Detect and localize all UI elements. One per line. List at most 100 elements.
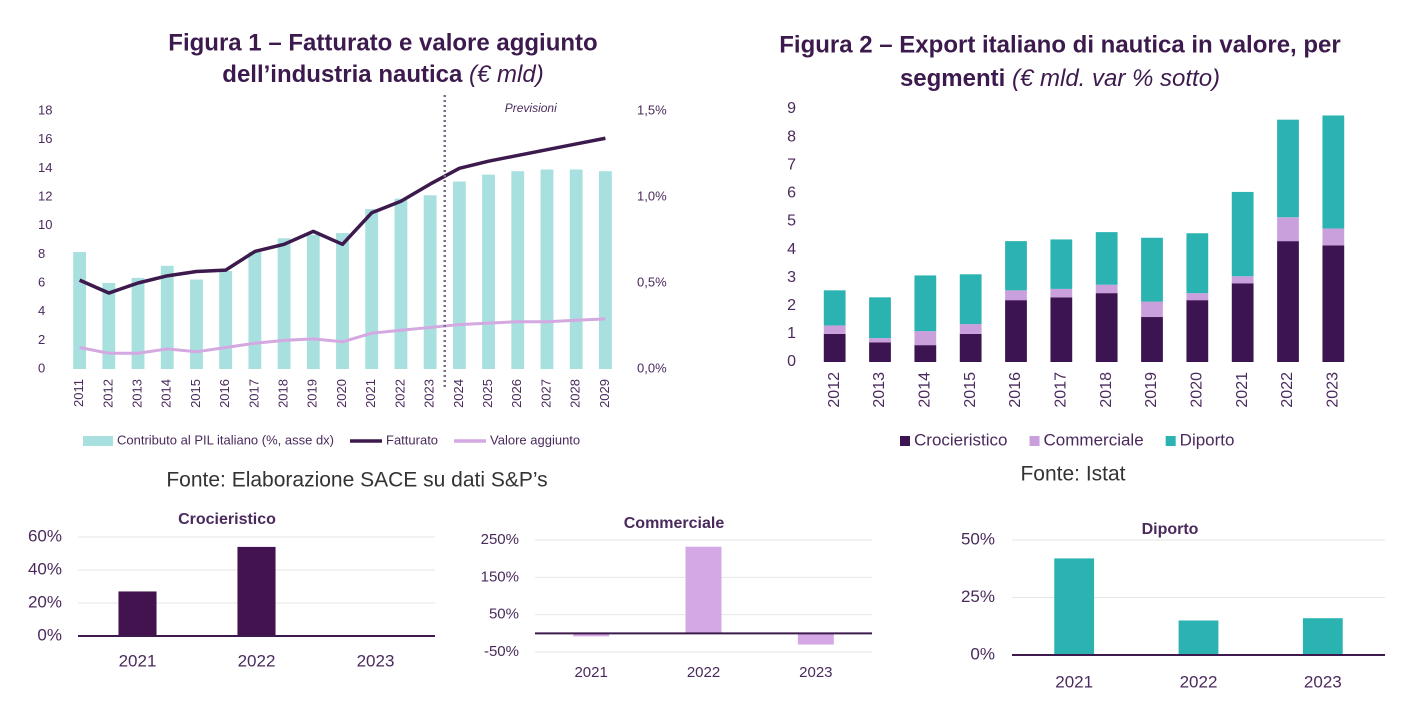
bar	[573, 633, 610, 637]
y2-tick-label: 0,5%	[637, 274, 667, 289]
bar	[685, 546, 722, 634]
y-tick-label: 25%	[961, 587, 995, 606]
y-tick-label: 2	[787, 297, 796, 314]
bar-segment	[1095, 284, 1118, 294]
bar	[73, 252, 87, 369]
x-tick-label: 2027	[538, 379, 553, 408]
chart-title: Commerciale	[624, 515, 725, 532]
y-tick-label: 150%	[481, 568, 519, 585]
y-tick-label: 4	[38, 303, 45, 318]
bar-segment	[869, 342, 891, 362]
source: Fonte: Elaborazione SACE su dati S&P’s	[166, 469, 547, 492]
x-tick-label: 2019	[1143, 372, 1160, 408]
x-tick-label: 2020	[334, 379, 349, 408]
chart-title: segmenti (€ mld. var % sotto)	[900, 65, 1220, 92]
x-tick-label: 2020	[1189, 372, 1206, 408]
bar-segment	[959, 324, 982, 334]
legend-swatch	[83, 436, 113, 446]
bar-segment	[1050, 288, 1073, 298]
bar-segment	[959, 274, 982, 325]
bar-segment	[1005, 241, 1027, 291]
y-tick-label: 20%	[28, 592, 62, 611]
source: Fonte: Istat	[1020, 463, 1125, 486]
x-tick-label: 2022	[392, 379, 407, 408]
annotation: Previsioni	[505, 101, 557, 115]
bar-segment	[1277, 217, 1299, 242]
bar-segment	[914, 331, 937, 346]
bar-segment	[1141, 237, 1163, 302]
y-tick-label: 12	[38, 188, 52, 203]
bar-segment	[1186, 300, 1209, 362]
bar	[598, 171, 612, 369]
bar	[394, 198, 408, 369]
x-tick-label: 2021	[363, 379, 378, 408]
chart-title: Diporto	[1142, 521, 1199, 538]
bar	[482, 174, 495, 369]
bar	[423, 195, 437, 369]
x-tick-label: 2013	[129, 379, 144, 408]
legend-label: Diporto	[1180, 430, 1235, 449]
bar	[102, 283, 116, 369]
y-tick-label: 40%	[28, 559, 62, 578]
x-tick-label: 2023	[422, 379, 437, 408]
y-tick-label: 5	[787, 213, 796, 230]
y-tick-label: 60%	[28, 526, 62, 545]
x-tick-label: 2019	[305, 379, 320, 408]
x-tick-label: 2023	[357, 651, 395, 670]
bar-segment	[1231, 276, 1254, 284]
x-tick-label: 2025	[480, 379, 495, 408]
x-tick-label: 2024	[451, 379, 466, 408]
y-tick-label: 6	[787, 185, 796, 202]
x-tick-label: 2016	[217, 379, 232, 408]
x-tick-label: 2014	[159, 379, 174, 408]
y-tick-label: -50%	[484, 643, 519, 660]
bar-segment	[1277, 119, 1299, 218]
legend-swatch	[1165, 436, 1176, 446]
y-tick-label: 0	[787, 353, 796, 370]
legend-label: Valore aggiunto	[490, 432, 580, 447]
x-tick-label: 2021	[119, 651, 157, 670]
legend-swatch	[1029, 436, 1040, 446]
bar	[237, 546, 276, 636]
bar-segment	[1186, 293, 1209, 301]
x-tick-label: 2017	[246, 379, 261, 408]
bar	[1054, 558, 1095, 655]
x-tick-label: 2021	[1055, 672, 1093, 691]
bar-segment	[1322, 115, 1345, 229]
bar	[797, 633, 834, 645]
bar	[511, 171, 525, 369]
x-tick-label: 2026	[509, 379, 524, 408]
y2-tick-label: 1,5%	[637, 102, 667, 117]
y-tick-label: 18	[38, 102, 52, 117]
y2-tick-label: 0,0%	[637, 360, 667, 375]
x-tick-label: 2023	[1304, 672, 1342, 691]
bar	[1302, 618, 1343, 655]
bar-segment	[823, 325, 846, 334]
x-tick-label: 2022	[1279, 372, 1296, 408]
x-tick-label: 2022	[238, 651, 276, 670]
bar	[219, 270, 233, 369]
y-tick-label: 3	[787, 269, 796, 286]
bar-segment	[1095, 232, 1118, 285]
bar	[540, 169, 554, 369]
y-tick-label: 4	[787, 241, 796, 258]
bar-segment	[823, 290, 846, 326]
y2-tick-label: 1,0%	[637, 188, 667, 203]
y-tick-label: 0%	[37, 625, 62, 644]
bar-segment	[1050, 239, 1073, 289]
y-tick-label: 50%	[489, 606, 519, 623]
bar-segment	[869, 338, 891, 343]
chart-title: Figura 2 – Export italiano di nautica in…	[779, 31, 1340, 58]
line	[78, 136, 606, 295]
bar	[452, 181, 466, 369]
x-tick-label: 2014	[917, 372, 934, 408]
x-tick-label: 2028	[568, 379, 583, 408]
bar-segment	[1231, 283, 1254, 362]
bar-segment	[1322, 245, 1345, 362]
bar-segment	[823, 333, 846, 362]
y-tick-label: 8	[38, 246, 45, 261]
y-tick-label: 10	[38, 217, 52, 232]
legend-label: Crocieristico	[914, 430, 1008, 449]
legend-label: Fatturato	[386, 432, 438, 447]
bar	[569, 169, 583, 369]
